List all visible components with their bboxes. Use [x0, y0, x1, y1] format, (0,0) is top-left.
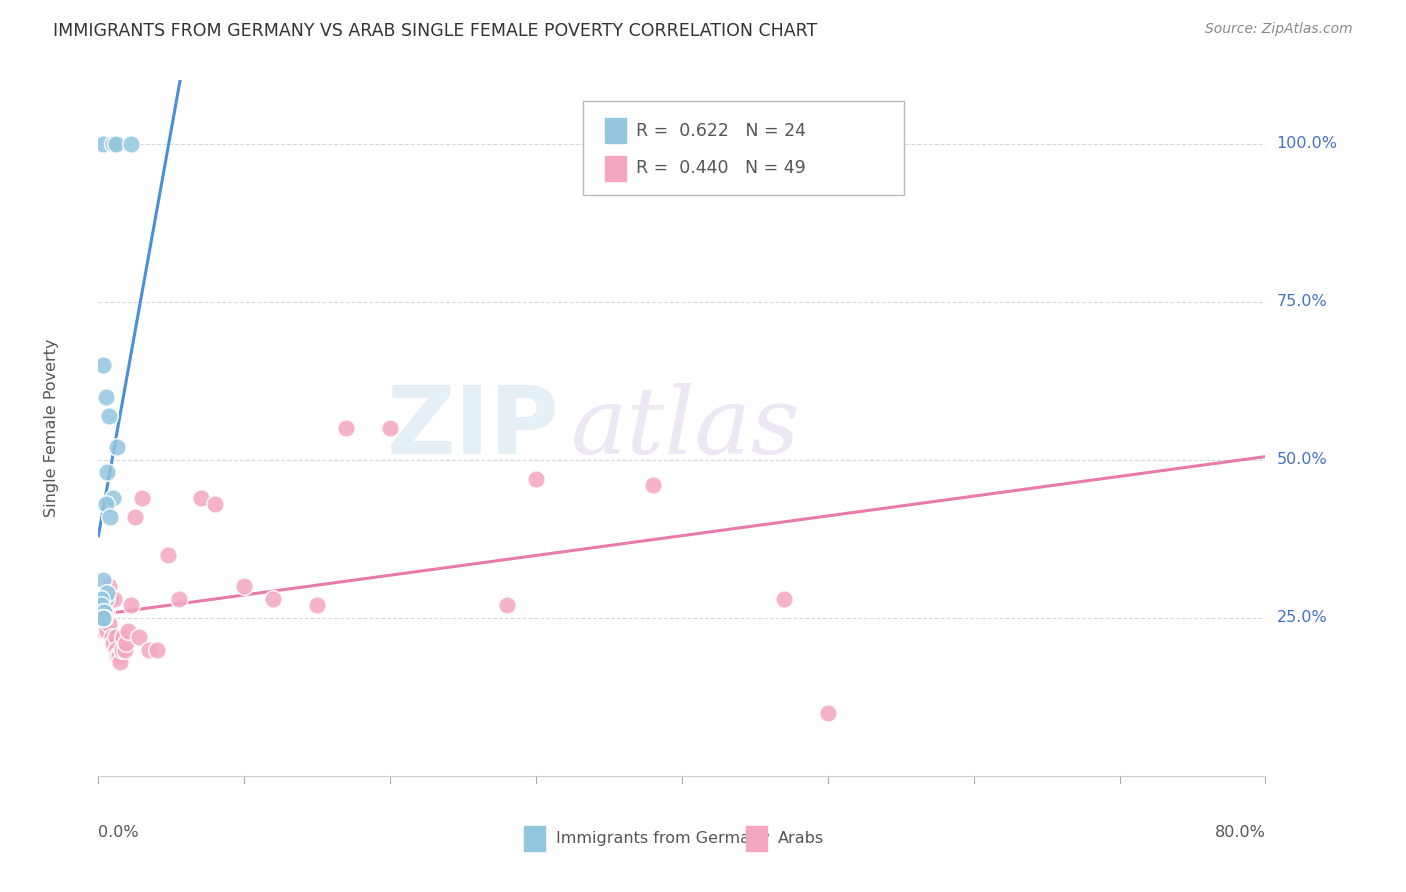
Point: [98, 509, 121, 524]
Point: [91, 358, 114, 372]
Text: 75.0%: 75.0%: [1277, 294, 1327, 310]
Point: [108, 648, 131, 663]
Point: [90, 611, 112, 625]
Point: [96, 624, 118, 638]
Point: [91, 611, 114, 625]
Point: [105, 440, 128, 454]
Point: [262, 591, 284, 606]
Bar: [524, 826, 546, 851]
Text: 100.0%: 100.0%: [1277, 136, 1337, 151]
Text: 0.0%: 0.0%: [98, 825, 139, 839]
Point: [817, 706, 839, 720]
Point: [131, 491, 153, 505]
Point: [128, 630, 150, 644]
Point: [101, 636, 124, 650]
Text: atlas: atlas: [571, 384, 800, 473]
Point: [91, 605, 114, 619]
Point: [773, 591, 796, 606]
Point: [100, 630, 122, 644]
Point: [101, 136, 124, 151]
Point: [94, 611, 117, 625]
Point: [97, 409, 120, 423]
Point: [157, 548, 180, 562]
Point: [641, 478, 664, 492]
Point: [104, 642, 127, 657]
Point: [103, 591, 125, 606]
Text: Single Female Poverty: Single Female Poverty: [44, 339, 59, 517]
Point: [91, 611, 114, 625]
Point: [94, 591, 117, 606]
Point: [90, 599, 112, 613]
Point: [93, 599, 115, 613]
Point: [97, 579, 120, 593]
Text: Immigrants from Germany: Immigrants from Germany: [555, 831, 769, 847]
Text: 25.0%: 25.0%: [1277, 610, 1327, 625]
Bar: [605, 155, 626, 181]
Point: [101, 491, 124, 505]
Point: [91, 136, 114, 151]
Point: [146, 642, 169, 657]
Text: IMMIGRANTS FROM GERMANY VS ARAB SINGLE FEMALE POVERTY CORRELATION CHART: IMMIGRANTS FROM GERMANY VS ARAB SINGLE F…: [53, 22, 818, 40]
Text: Arabs: Arabs: [778, 831, 824, 847]
Point: [110, 655, 132, 669]
Point: [94, 497, 117, 511]
Point: [190, 491, 212, 505]
Text: 50.0%: 50.0%: [1277, 452, 1327, 467]
Point: [91, 605, 114, 619]
Point: [94, 605, 117, 619]
Point: [93, 611, 115, 625]
Point: [96, 585, 118, 599]
Point: [233, 579, 256, 593]
Bar: [747, 826, 768, 851]
Point: [124, 509, 146, 524]
Point: [97, 617, 120, 632]
Point: [335, 421, 357, 435]
Point: [167, 591, 190, 606]
Point: [93, 624, 115, 638]
Point: [120, 136, 142, 151]
Point: [91, 573, 114, 587]
Point: [105, 648, 128, 663]
FancyBboxPatch shape: [582, 101, 904, 195]
Bar: [605, 118, 626, 143]
Point: [90, 599, 112, 613]
Point: [120, 599, 142, 613]
Text: Source: ZipAtlas.com: Source: ZipAtlas.com: [1205, 22, 1353, 37]
Point: [117, 624, 139, 638]
Point: [496, 599, 519, 613]
Point: [138, 642, 160, 657]
Point: [90, 605, 112, 619]
Text: 80.0%: 80.0%: [1215, 825, 1265, 839]
Point: [524, 472, 547, 486]
Point: [112, 630, 135, 644]
Text: ZIP: ZIP: [387, 382, 560, 475]
Point: [93, 605, 115, 619]
Point: [90, 611, 112, 625]
Point: [104, 136, 127, 151]
Point: [91, 611, 114, 625]
Text: R =  0.622   N = 24: R = 0.622 N = 24: [637, 121, 807, 139]
Point: [380, 421, 402, 435]
Point: [114, 642, 136, 657]
Point: [115, 636, 138, 650]
Point: [93, 591, 115, 606]
Point: [96, 466, 118, 480]
Point: [96, 591, 118, 606]
Point: [111, 642, 134, 657]
Point: [94, 390, 117, 404]
Point: [307, 599, 329, 613]
Point: [89, 611, 111, 625]
Point: [91, 617, 114, 632]
Point: [204, 497, 226, 511]
Point: [104, 630, 127, 644]
Point: [90, 591, 112, 606]
Text: R =  0.440   N = 49: R = 0.440 N = 49: [637, 159, 806, 178]
Point: [98, 591, 121, 606]
